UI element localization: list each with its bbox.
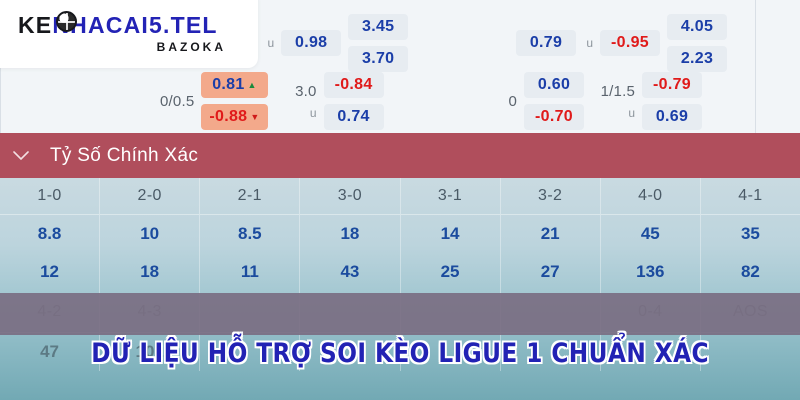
score-odd-cell[interactable] xyxy=(701,333,800,371)
score-odds-row-2: 12 18 11 43 25 27 136 82 xyxy=(0,253,800,291)
odds-u-label-left-row2: u xyxy=(309,105,317,120)
score-odd-cell[interactable]: 12 xyxy=(0,253,101,291)
odds-u-label-right-row2: u xyxy=(628,105,635,120)
score-header-cell[interactable]: 3-2 xyxy=(500,178,601,215)
odds-right-row1: 0.79 u -0.95 4.05 2.23 xyxy=(516,14,727,72)
logo-text-black: KE xyxy=(18,12,53,38)
score-odd-cell[interactable]: 11 xyxy=(200,253,301,291)
score-odd-cell[interactable]: 25 xyxy=(401,253,501,291)
odds-right-stack-right-group: 4.05 2.23 xyxy=(667,14,727,72)
score-odd-cell[interactable]: 18 xyxy=(100,253,201,291)
odds-cell-right-top-left[interactable]: 3.45 xyxy=(348,14,409,40)
score-odd-cell[interactable] xyxy=(501,333,601,371)
odds-handicap-stack-left-row2: 0.81 ▲ -0.88 ▼ xyxy=(201,72,268,130)
score-odd-cell[interactable] xyxy=(300,333,401,371)
odds-handicap-stack-right-row2: 0.60 -0.70 xyxy=(524,72,584,130)
odds-handicap-label-right-row2: 0 xyxy=(508,92,517,110)
odds-total-stack-left-row2: -0.84 0.74 xyxy=(323,72,384,130)
score-odd-cell[interactable] xyxy=(200,333,301,371)
score-odd-cell[interactable]: 102 xyxy=(100,333,201,371)
logo-text-blue: NHACAI5.TEL xyxy=(52,12,218,38)
score-header-cell[interactable]: 3-1 xyxy=(400,178,501,215)
arrow-up-icon: ▲ xyxy=(247,79,257,90)
score-odd-cell[interactable]: 35 xyxy=(740,224,760,243)
odds-column-divider xyxy=(755,0,756,133)
odds-value-hcp-top: 0.81 xyxy=(212,76,245,93)
score-odd-cell[interactable]: 8.5 xyxy=(200,215,301,253)
score-header-cell[interactable]: 2-1 xyxy=(200,178,301,215)
section-header-ty-so-chinh-xac[interactable]: Tỷ Số Chính Xác xyxy=(0,133,800,178)
odds-cell-hcp-bottom-left-row2[interactable]: -0.88 ▼ xyxy=(201,104,268,130)
odds-cell-hcp-top-right-row2[interactable]: 0.60 xyxy=(524,72,584,98)
odds-value-hcp-bottom: -0.88 xyxy=(209,108,248,125)
chevron-down-icon[interactable] xyxy=(0,150,42,161)
score-odd-cell[interactable]: 21 xyxy=(501,215,601,253)
score-header-cell[interactable]: 4-0 xyxy=(600,178,701,215)
score-odd-cell[interactable]: 43 xyxy=(300,253,401,291)
odds-u-label-left-row1: u xyxy=(267,36,275,50)
odds-cell-total-top-right-row2[interactable]: -0.79 xyxy=(642,72,702,98)
score-odds-row-3: 47 102 xyxy=(0,333,800,371)
score-odd-cell[interactable]: 8.8 xyxy=(0,215,101,253)
odds-cell-over-left[interactable]: 0.98 xyxy=(281,30,342,56)
odds-cell-right-top-right-group[interactable]: 4.05 xyxy=(667,14,727,40)
odds-right-stack-left: 3.45 3.70 xyxy=(348,14,409,72)
score-header-cell[interactable]: 4-1 xyxy=(700,178,800,215)
globe-icon xyxy=(56,11,77,32)
logo-subtitle: BAZOKA xyxy=(156,40,226,54)
odds-cell-right-bottom-right-group[interactable]: 2.23 xyxy=(667,46,727,72)
score-odd-cell[interactable] xyxy=(601,333,701,371)
odds-cell-total-top-left-row2[interactable]: -0.84 xyxy=(323,72,384,98)
score-odd-cell[interactable]: 18 xyxy=(300,215,401,253)
odds-right-row2: 0 0.60 -0.70 1/1.5 u -0.79 0.69 xyxy=(505,72,702,130)
odds-left-row2: 0/0.5 0.81 ▲ -0.88 ▼ 3.0 u -0.84 0.74 xyxy=(160,72,384,130)
score-odds-row-1: 8.8 10 8.5 18 14 21 45 35 xyxy=(0,215,800,253)
site-logo[interactable]: KENHACAI5.TEL BAZOKA xyxy=(0,0,258,68)
odds-total-labels-left-row2: 3.0 u xyxy=(283,82,317,120)
score-odd-cell[interactable]: 14 xyxy=(401,215,501,253)
overlay-band xyxy=(0,293,800,335)
odds-total-label-left-row2: 3.0 xyxy=(295,82,317,100)
score-header-cell[interactable]: 1-0 xyxy=(0,178,101,215)
arrow-down-icon: ▼ xyxy=(250,111,260,122)
score-header-cell[interactable]: 3-0 xyxy=(300,178,401,215)
score-odd-cell[interactable]: 10 xyxy=(100,215,201,253)
odds-u-label-right-row1: u xyxy=(586,36,593,50)
score-odd-cell[interactable]: 136 xyxy=(601,253,701,291)
odds-total-stack-right-row2: -0.79 0.69 xyxy=(642,72,702,130)
score-odd-cell[interactable] xyxy=(401,333,501,371)
odds-cell-total-bottom-left-row2[interactable]: 0.74 xyxy=(323,104,384,130)
odds-cell-left-right-group[interactable]: 0.79 xyxy=(516,30,576,56)
odds-cell-right-bottom-left[interactable]: 3.70 xyxy=(348,46,409,72)
odds-cell-total-bottom-right-row2[interactable]: 0.69 xyxy=(642,104,702,130)
score-header-row: 1-0 2-0 2-1 3-0 3-1 3-2 4-0 4-1 xyxy=(0,178,800,215)
score-odd-cell[interactable]: 45 xyxy=(601,215,701,253)
odds-total-labels-right-row2: 1/1.5 u xyxy=(595,83,635,120)
odds-cell-hcp-bottom-right-row2[interactable]: -0.70 xyxy=(524,104,584,130)
score-odd-cell[interactable]: 82 xyxy=(740,262,760,281)
section-title: Tỷ Số Chính Xác xyxy=(50,144,199,166)
score-odd-cell[interactable]: 47 xyxy=(0,333,101,371)
odds-over-stack-left: 0.98 xyxy=(281,30,342,56)
score-header-cell[interactable]: 2-0 xyxy=(100,178,201,215)
score-odd-cell[interactable]: 27 xyxy=(501,253,601,291)
odds-handicap-label-left-row2: 0/0.5 xyxy=(160,92,195,110)
correct-score-table: 1-0 2-0 2-1 3-0 3-1 3-2 4-0 4-1 8.8 10 8… xyxy=(0,178,800,400)
odds-cell-mid-right-group[interactable]: -0.95 xyxy=(600,30,660,56)
odds-total-label-right-row2: 1/1.5 xyxy=(600,82,635,100)
logo-wordmark: KENHACAI5.TEL xyxy=(18,12,218,39)
odds-cell-hcp-top-left-row2[interactable]: 0.81 ▲ xyxy=(201,72,268,98)
odds-left-row1: 2 u 0.98 3.45 3.70 xyxy=(232,14,409,72)
